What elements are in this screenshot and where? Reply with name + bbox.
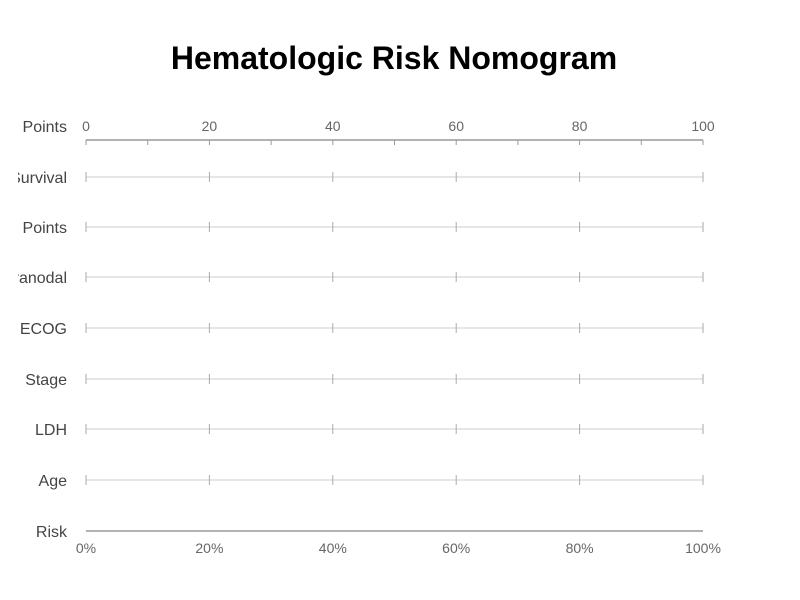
row-label-stage-5: Stage <box>25 372 67 389</box>
points-tick-label-0: 0 <box>82 118 90 134</box>
points-tick-label-20: 20 <box>202 118 218 134</box>
points-tick-label-80: 80 <box>572 118 588 134</box>
row-label-ecog-4: ECOG <box>20 321 67 338</box>
risk-tick-label-1: 20% <box>195 540 223 556</box>
row-label-risk-8: Risk <box>36 524 68 541</box>
row-label-ldh-6: LDH <box>35 422 67 439</box>
risk-tick-label-4: 80% <box>566 540 594 556</box>
risk-tick-label-5: 100% <box>685 540 721 556</box>
row-label-points-0: Points <box>23 119 67 136</box>
row-label-points-2: Points <box>23 220 67 237</box>
risk-tick-label-2: 40% <box>319 540 347 556</box>
chart-title: Hematologic Risk Nomogram <box>170 40 618 76</box>
risk-tick-label-0: 0% <box>76 540 96 556</box>
points-tick-label-60: 60 <box>448 118 464 134</box>
points-tick-label-100: 100 <box>691 118 715 134</box>
points-tick-label-40: 40 <box>325 118 341 134</box>
row-label-survival-1: Survival <box>10 170 67 187</box>
row-label-extranodal-3: Extranodal <box>0 270 67 287</box>
row-label-age-7: Age <box>39 473 68 490</box>
risk-tick-label-3: 60% <box>442 540 470 556</box>
